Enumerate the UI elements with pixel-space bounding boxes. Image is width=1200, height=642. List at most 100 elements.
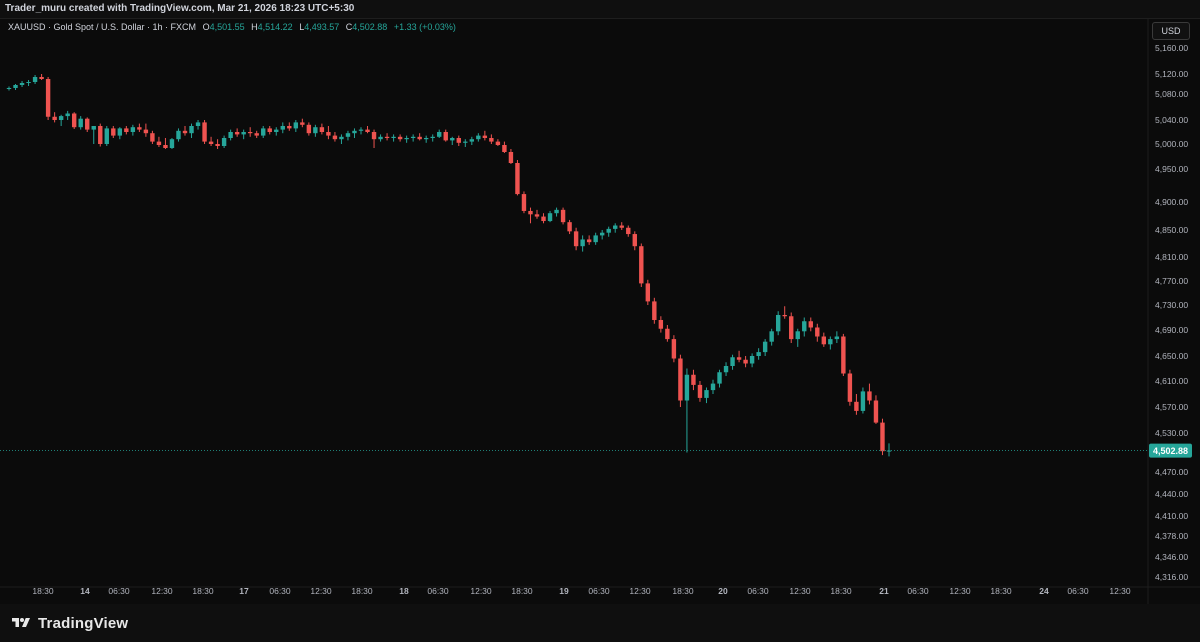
candle-body [221,138,227,146]
candle-body [65,113,70,117]
y-tick-label: 4,530.00 [1155,428,1188,438]
candle-body [684,374,690,401]
candle-body [632,234,637,247]
y-tick-label: 4,850.00 [1155,225,1188,235]
candle-body [489,138,494,142]
candle-body [789,316,794,340]
candle-body [280,126,285,130]
candle-body [228,132,233,138]
candle-body [691,374,696,385]
chart-credit-bar: Trader_muru created with TradingView.com… [0,0,1200,18]
candle-body [841,336,846,374]
y-tick-label: 4,570.00 [1155,402,1188,412]
candle-body [189,126,194,134]
y-tick-label: 5,040.00 [1155,115,1188,125]
x-tick-label: 14 [80,586,90,596]
candle-body [515,163,520,195]
symbol-description: XAUUSD · Gold Spot / U.S. Dollar · 1h · … [8,22,197,32]
candle-body [378,136,383,140]
candle-body [195,122,201,126]
candle-body [782,315,787,317]
price-chart[interactable]: 5,160.00 5,120.00 5,080.00 5,040.00 5,000.00… [0,19,1200,605]
candle-body [469,139,475,142]
candle-body [554,209,559,214]
candle-body [743,359,748,364]
candle-body [404,138,409,140]
x-tick-label: 18:30 [511,586,533,596]
x-tick-label: 06:30 [588,586,610,596]
x-tick-label: 18:30 [192,586,214,596]
candle-body [443,132,448,141]
candle-body [300,122,305,125]
candle-body [456,138,461,143]
candle-body [847,373,853,402]
candle-body [247,132,253,134]
candle-body [98,126,103,144]
y-tick-label: 4,950.00 [1155,164,1188,174]
candle-body [769,331,774,342]
y-tick-label: 4,440.00 [1155,489,1188,499]
candle-body [606,228,611,233]
y-tick-label: 5,080.00 [1155,89,1188,99]
candle-body [821,336,827,345]
y-tick-label: 4,810.00 [1155,252,1188,262]
candle-body [697,384,703,398]
x-tick-label: 17 [239,586,249,596]
candle-body [91,126,96,130]
x-tick-label: 12:30 [629,586,651,596]
y-tick-label: 4,650.00 [1155,351,1188,361]
candle-body [886,450,892,452]
candle-body [78,118,83,128]
candle-body [593,235,598,243]
candle-body [580,239,585,247]
x-tick-label: 06:30 [108,586,130,596]
x-tick-label: 12:30 [151,586,173,596]
footer-bar: TradingView [0,604,1200,642]
candle-body [274,129,279,132]
candle-body [495,141,501,145]
candle-body [854,401,859,411]
x-tick-label: 24 [1039,586,1049,596]
candle-body [671,339,677,359]
currency-button[interactable]: USD [1152,22,1190,40]
candle-body [867,391,872,401]
close-value: 4,502.88 [352,22,388,32]
candle-body [124,128,129,132]
candle-body [652,301,657,320]
current-price-label: 4,502.88 [1153,446,1188,456]
candle-body [860,391,866,411]
candle-body [723,366,729,373]
candle-body [599,232,605,236]
candle-body [19,83,25,85]
candle-body [397,136,403,140]
candle-body [71,113,77,128]
x-tick-label: 18 [399,586,409,596]
candle-body [815,327,820,337]
candle-body [410,136,416,138]
candle-body [267,128,272,132]
candle-body [39,77,44,79]
candle-body [808,321,813,328]
candle-body [678,358,683,401]
x-tick-label: 18:30 [830,586,852,596]
y-tick-label: 4,770.00 [1155,276,1188,286]
candle-body [169,139,175,148]
candle-body [795,331,800,340]
tradingview-brand[interactable]: TradingView [10,615,128,632]
candle-body [391,136,396,138]
x-tick-label: 06:30 [427,586,449,596]
candle-body [365,129,370,132]
y-tick-label: 5,000.00 [1155,139,1188,149]
open-value: 4,501.55 [209,22,245,32]
candle-body [352,130,357,134]
candle-body [32,77,38,82]
candle-body [873,400,879,423]
candle-body [802,321,807,332]
candle-body [749,356,755,364]
candle-body [254,133,259,136]
y-tick-label: 4,346.00 [1155,552,1188,562]
candle-body [358,129,364,131]
candle-body [775,315,781,332]
candle-body [156,141,162,145]
chart-pane[interactable]: 5,160.00 5,120.00 5,080.00 5,040.00 5,000.00… [0,18,1200,605]
